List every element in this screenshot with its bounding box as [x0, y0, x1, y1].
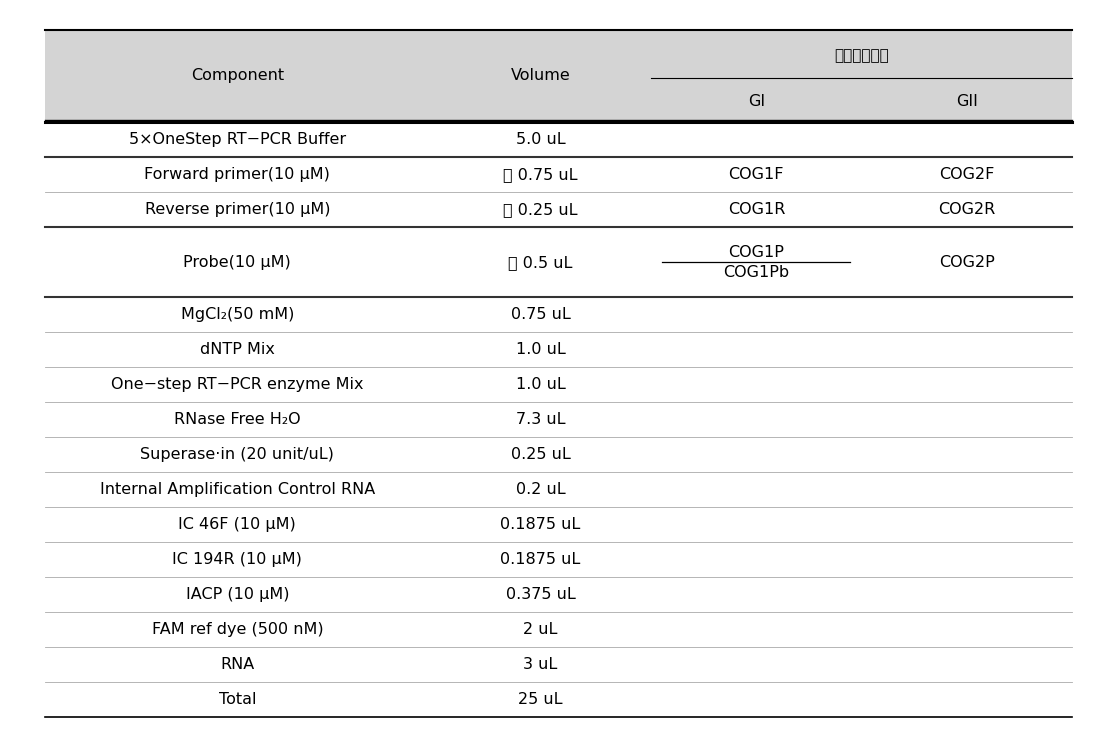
Text: dNTP Mix: dNTP Mix	[200, 342, 275, 357]
Text: IC 46F (10 μM): IC 46F (10 μM)	[179, 517, 296, 532]
Text: COG1Pb: COG1Pb	[724, 265, 790, 279]
Text: IACP (10 μM): IACP (10 μM)	[185, 587, 289, 602]
Text: Probe(10 μM): Probe(10 μM)	[183, 255, 292, 270]
Text: 0.2 uL: 0.2 uL	[516, 482, 565, 497]
Text: 노로바이러스: 노로바이러스	[834, 48, 889, 63]
Text: COG2R: COG2R	[938, 202, 995, 217]
Text: 각 0.75 uL: 각 0.75 uL	[504, 167, 577, 183]
Text: COG1F: COG1F	[728, 167, 784, 183]
Text: Total: Total	[219, 692, 256, 706]
Text: Internal Amplification Control RNA: Internal Amplification Control RNA	[99, 482, 375, 497]
Text: 0.1875 uL: 0.1875 uL	[500, 552, 581, 567]
Text: GI: GI	[747, 95, 765, 109]
Text: Reverse primer(10 μM): Reverse primer(10 μM)	[144, 202, 331, 217]
Text: 0.1875 uL: 0.1875 uL	[500, 517, 581, 532]
Text: Forward primer(10 μM): Forward primer(10 μM)	[144, 167, 331, 183]
Text: MgCl₂(50 mM): MgCl₂(50 mM)	[181, 307, 294, 322]
Text: 5×OneStep RT−PCR Buffer: 5×OneStep RT−PCR Buffer	[128, 132, 346, 147]
Text: Component: Component	[191, 69, 284, 84]
Text: COG1R: COG1R	[727, 202, 785, 217]
Text: 0.75 uL: 0.75 uL	[510, 307, 571, 322]
Text: 1.0 uL: 1.0 uL	[516, 342, 565, 357]
Text: Superase·in (20 unit/uL): Superase·in (20 unit/uL)	[141, 447, 334, 462]
Text: COG2P: COG2P	[939, 255, 995, 270]
Text: GII: GII	[956, 95, 977, 109]
Bar	[45, 30, 1072, 123]
Text: RNase Free H₂O: RNase Free H₂O	[174, 412, 300, 427]
Text: 3 uL: 3 uL	[524, 657, 557, 672]
Text: Volume: Volume	[510, 69, 571, 84]
Text: IC 194R (10 μM): IC 194R (10 μM)	[172, 552, 303, 567]
Text: FAM ref dye (500 nM): FAM ref dye (500 nM)	[152, 622, 323, 637]
Text: 각 0.5 uL: 각 0.5 uL	[508, 255, 573, 270]
Text: 5.0 uL: 5.0 uL	[516, 132, 565, 147]
Text: 0.25 uL: 0.25 uL	[510, 447, 571, 462]
Text: COG2F: COG2F	[939, 167, 994, 183]
Text: 25 uL: 25 uL	[518, 692, 563, 706]
Text: 7.3 uL: 7.3 uL	[516, 412, 565, 427]
Text: 각 0.25 uL: 각 0.25 uL	[504, 202, 577, 217]
Text: 2 uL: 2 uL	[524, 622, 557, 637]
Text: 1.0 uL: 1.0 uL	[516, 377, 565, 392]
Text: COG1P: COG1P	[728, 245, 784, 260]
Text: 0.375 uL: 0.375 uL	[506, 587, 575, 602]
Text: RNA: RNA	[220, 657, 255, 672]
Text: One−step RT−PCR enzyme Mix: One−step RT−PCR enzyme Mix	[111, 377, 364, 392]
